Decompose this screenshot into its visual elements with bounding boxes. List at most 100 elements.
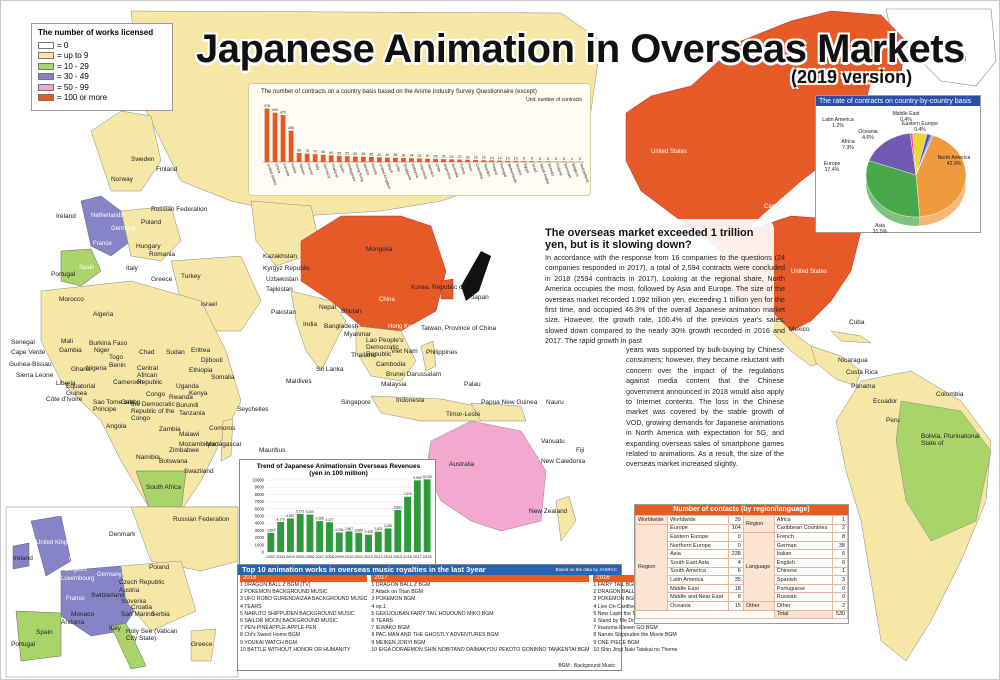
pie-label: Middle East	[892, 111, 920, 117]
region-india	[290, 290, 347, 372]
region-cuba	[830, 330, 872, 344]
revenue-value-label: 9,948	[413, 476, 421, 480]
label-sweden: Sweden	[131, 156, 155, 163]
contacts-value: 2	[832, 600, 848, 611]
label-finland: Finland	[156, 166, 178, 173]
bar-value-label: 10	[514, 156, 518, 160]
contacts-item: English	[773, 557, 834, 568]
bar-value-label: 420	[280, 110, 286, 114]
article-title: The overseas market exceeded 1 trillion …	[545, 227, 754, 251]
top10-item: 8 Naruto Shippuden the Movie BGM	[593, 632, 677, 639]
bar	[505, 160, 511, 162]
contacts-total-label: Total	[773, 609, 834, 620]
label-angola: Angola	[106, 423, 127, 430]
revenue-value-label: 4,173	[277, 517, 285, 521]
label-ethiopia: Ethiopia	[189, 367, 213, 374]
revenue-chart-plot: 0 1000 2000 3000 4000 5000 6000 7000 8000 9000 100…	[252, 475, 432, 559]
label-costa-rica: Costa Rica	[846, 369, 878, 376]
label-germany: Germany	[111, 226, 136, 232]
pie-label: 1.2%	[832, 123, 844, 129]
label-united-states-2: United States	[791, 269, 828, 275]
revenue-xtick: 2002	[266, 554, 276, 559]
label-senegal: Senegal	[11, 339, 35, 346]
bar-category-label: Norway	[547, 163, 555, 177]
region-australia	[425, 420, 547, 532]
label-thailand: Thailand	[351, 352, 376, 359]
label-comoros: Comoros	[209, 425, 236, 432]
revenue-bar	[316, 521, 324, 552]
contacts-row: South America 6 Chinese 1	[636, 566, 848, 577]
bar	[529, 161, 535, 162]
article-body-1: In accordance with the response from 16 …	[545, 253, 785, 346]
contacts-row: Asia 238 Italian 6	[636, 549, 848, 559]
revenue-bar	[384, 528, 392, 552]
contacts-value: 8	[727, 592, 744, 602]
top10-item: 6 TEARS	[371, 618, 393, 625]
revenue-bar	[423, 479, 431, 552]
bar-value-label: 24	[450, 155, 454, 159]
revenue-chart-subtitle: (yen in 100 million)	[309, 470, 368, 477]
revenue-ytick: 3000	[255, 528, 265, 533]
pie-label: Latin America	[822, 117, 854, 123]
inset-label-andorra: Andorra	[61, 619, 85, 626]
label-tajikistan: Tajikistan	[266, 286, 293, 293]
revenue-xtick: 2013	[374, 554, 384, 559]
inset-label-san-marino: San Marino	[121, 611, 155, 618]
region-philippines	[420, 340, 437, 372]
revenue-value-label: 10,092	[422, 475, 432, 479]
top10-item: 5 GEKIJOUBAN FAIRY TAIL HOUOUNO MIKO BGM	[371, 610, 494, 617]
bar	[473, 159, 479, 162]
label-mexico: Mexico	[789, 326, 810, 333]
top10-item: 2 POKEMON BACKGROUND MUSIC	[240, 589, 328, 596]
label-turkey: Turkey	[181, 273, 201, 280]
bar-value-label: 75	[305, 149, 309, 153]
inset-label-germany: Germany	[97, 572, 122, 578]
article-background-2	[619, 341, 783, 477]
bar-value-label: 22	[458, 155, 462, 159]
legend-title: The number of works licensed	[38, 28, 154, 37]
revenue-xtick: 2014	[384, 554, 394, 559]
region-madagascar	[220, 418, 234, 462]
region-new-zealand	[555, 495, 577, 542]
contacts-table: Worldwide Worldwide 39 Region Africa 1 Region E…	[634, 514, 848, 620]
bar	[449, 159, 454, 162]
label-nauru: Nauru	[546, 399, 564, 406]
label-uzbekistan: Uzbekistan	[266, 276, 299, 283]
contacts-total-row: Total 530	[635, 609, 848, 620]
contacts-item: Africa	[773, 515, 834, 525]
bar-value-label: 12	[498, 156, 502, 160]
inset-label-czech: Czech Republic	[119, 579, 165, 586]
contacts-item: Asia	[667, 549, 729, 559]
region-korea	[440, 278, 454, 300]
legend-swatch	[38, 73, 54, 81]
bar	[401, 157, 406, 162]
legend-item: = 30 - 49	[38, 72, 166, 83]
inset-label-croatia: Croatia	[131, 604, 152, 611]
article-background	[534, 219, 774, 351]
contacts-value: 4	[727, 557, 744, 568]
bar-value-label: 280	[288, 126, 294, 130]
top10-item: 1 FAIRY TAIL BGM	[593, 582, 638, 588]
bar-value-label: 42	[377, 153, 381, 157]
label-algeria: Algeria	[93, 311, 114, 318]
article: The overseas market exceeded 1 trillion …	[534, 219, 785, 479]
label-namibia: Namibia	[136, 454, 160, 461]
pie-label: Africa	[841, 139, 854, 145]
contacts-value: 39	[727, 515, 744, 525]
revenue-xtick: 2003	[276, 554, 286, 559]
revenue-ytick: 0	[262, 550, 265, 555]
label-peru: Peru	[886, 417, 900, 424]
bar	[425, 158, 430, 162]
inset-label-luxembourg: Luxembourg	[61, 576, 95, 582]
revenue-bar	[404, 496, 412, 552]
revenue-xtick: 2012	[364, 554, 374, 559]
rate-pie-chart: The rate of contracts on country-by-coun…	[815, 95, 981, 233]
pie-label: 42.9%	[947, 161, 962, 167]
label-eritrea: Eritrea	[191, 347, 211, 354]
inset-label-monaco: Monaco	[71, 611, 95, 618]
label-japan: Japan	[471, 294, 489, 301]
region-scandinavia	[90, 110, 162, 192]
bar-category-label: Mexico	[362, 163, 370, 176]
inset-spain	[15, 610, 62, 662]
